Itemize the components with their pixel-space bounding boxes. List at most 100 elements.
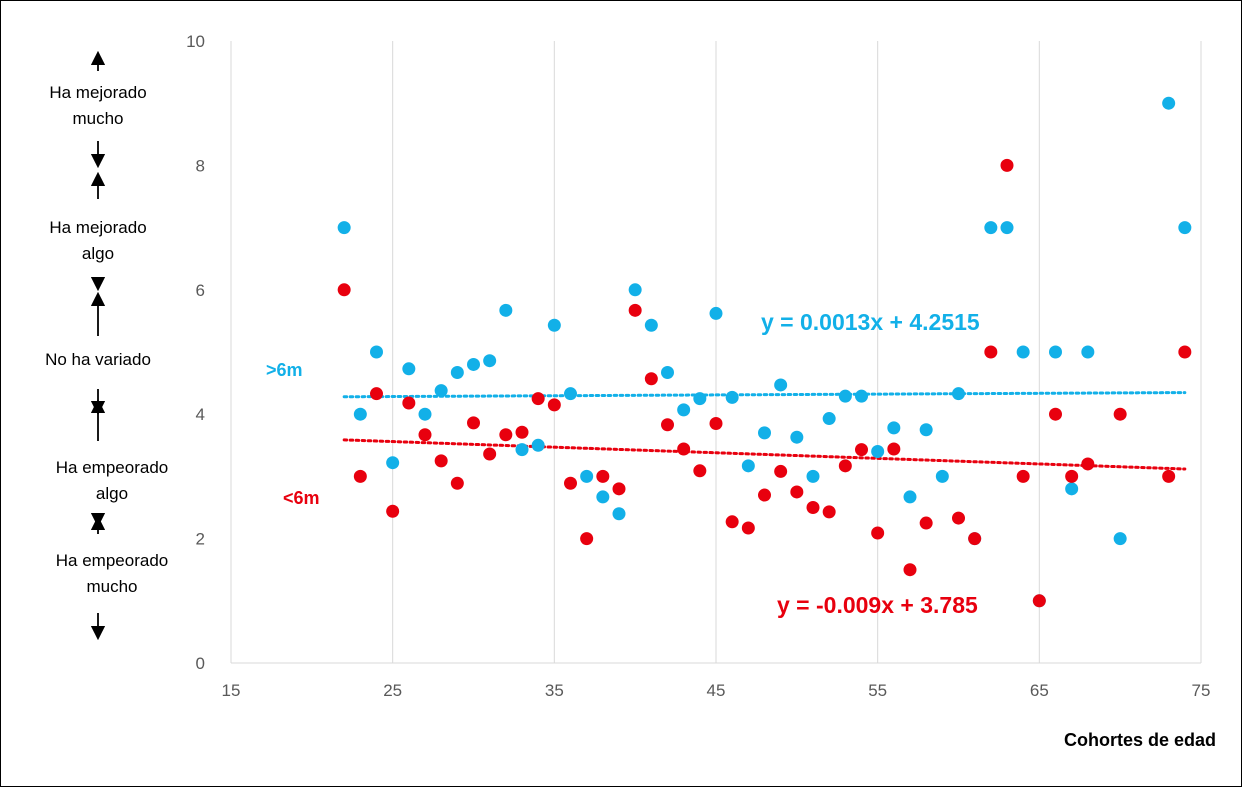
data-point-series-1 [644, 372, 658, 386]
x-tick-label: 65 [1030, 681, 1049, 700]
data-point-series-0 [741, 459, 755, 473]
axes: 15 25 35 45 55 65 75 0 2 4 6 8 10 [186, 32, 1210, 700]
data-point-series-0 [628, 283, 642, 297]
series-label-over-6m: >6m [266, 360, 303, 380]
y-tick-label: 4 [196, 405, 205, 424]
x-tick-label: 25 [383, 681, 402, 700]
data-point-series-1 [499, 428, 513, 442]
y-tick-label: 8 [196, 156, 205, 175]
data-point-series-0 [418, 407, 432, 421]
data-point-series-0 [677, 403, 691, 417]
data-point-series-1 [1049, 407, 1062, 421]
data-point-series-0 [596, 490, 610, 504]
data-point-series-0 [903, 490, 917, 504]
data-point-series-0 [1162, 96, 1176, 110]
category-label-line: mucho [72, 109, 123, 128]
data-point-series-1 [547, 398, 561, 412]
series-label-under-6m: <6m [283, 488, 320, 508]
data-point-series-1 [919, 516, 933, 530]
data-point-series-0 [806, 469, 820, 483]
data-point-series-0 [758, 426, 771, 440]
data-point-series-0 [644, 318, 658, 332]
data-point-series-1 [693, 464, 707, 478]
category-label-line: algo [82, 244, 114, 263]
data-point-series-0 [1081, 345, 1095, 359]
trendline-series-0 [342, 391, 1187, 399]
data-point-series-0 [790, 430, 804, 444]
category-label-line: Ha empeorado [56, 551, 168, 570]
category-label-line: Ha empeorado [56, 458, 168, 477]
data-point-series-1 [612, 482, 626, 496]
data-point-series-1 [887, 442, 901, 456]
data-point-series-1 [741, 521, 755, 535]
data-point-series-1 [515, 425, 529, 439]
data-point-series-1 [353, 469, 367, 483]
data-point-series-1 [1081, 457, 1095, 471]
trendline-series-1 [342, 438, 1187, 471]
data-point-series-0 [499, 303, 513, 317]
data-point-series-0 [1016, 345, 1030, 359]
data-point-series-0 [564, 387, 577, 401]
data-point-series-0 [1065, 482, 1079, 496]
data-point-series-1 [580, 532, 594, 546]
data-point-series-1 [790, 485, 804, 499]
data-point-series-0 [661, 366, 674, 380]
y-tick-label: 10 [186, 32, 205, 51]
data-point-series-1 [725, 515, 739, 529]
data-point-series-0 [725, 390, 739, 404]
data-point-series-1 [838, 459, 852, 473]
data-point-series-0 [402, 362, 416, 376]
data-point-series-1 [984, 345, 998, 359]
data-point-series-0 [774, 378, 788, 392]
data-point-series-1 [1016, 469, 1030, 483]
data-point-series-0 [483, 354, 497, 368]
data-point-series-0 [450, 366, 464, 380]
data-point-series-0 [1178, 221, 1192, 235]
data-point-series-1 [386, 504, 400, 518]
data-point-series-0 [919, 423, 933, 437]
data-point-series-0 [580, 469, 594, 483]
data-point-series-0 [531, 438, 545, 452]
trendline-equation-under-6m: y = -0.009x + 3.785 [777, 592, 978, 618]
data-point-series-1 [531, 392, 545, 406]
data-point-series-0 [1049, 345, 1062, 359]
data-point-series-1 [822, 505, 836, 519]
data-point-series-0 [952, 387, 965, 401]
data-point-series-0 [935, 469, 949, 483]
category-label-line: No ha variado [45, 350, 151, 369]
data-point-series-1 [402, 396, 416, 410]
category-label-line: Ha mejorado [49, 83, 146, 102]
x-tick-label: 55 [868, 681, 887, 700]
x-tick-label: 75 [1192, 681, 1211, 700]
data-point-series-1 [467, 416, 480, 430]
data-point-series-0 [515, 443, 529, 457]
data-point-series-1 [661, 418, 674, 432]
y-tick-label: 2 [196, 530, 205, 549]
data-point-series-1 [628, 303, 642, 317]
data-point-series-0 [709, 306, 723, 320]
data-point-series-1 [450, 476, 464, 490]
data-point-series-1 [483, 447, 497, 461]
data-point-series-1 [709, 417, 723, 431]
data-point-series-0 [467, 357, 480, 371]
gridlines [392, 41, 1202, 663]
data-point-series-1 [337, 283, 351, 297]
data-point-series-1 [596, 469, 610, 483]
data-point-series-1 [871, 526, 885, 540]
data-point-series-1 [434, 454, 448, 468]
data-point-series-0 [1113, 532, 1127, 546]
data-point-series-0 [984, 221, 998, 235]
data-point-series-1 [806, 501, 820, 514]
data-point-series-0 [1000, 221, 1014, 235]
data-point-series-1 [370, 387, 383, 401]
data-point-series-1 [1000, 158, 1014, 172]
x-axis-label: Cohortes de edad [1064, 730, 1216, 750]
data-point-series-1 [1032, 594, 1046, 608]
data-point-series-1 [758, 488, 771, 502]
data-point-series-0 [855, 389, 868, 403]
data-point-series-1 [1162, 469, 1176, 483]
data-point-series-0 [612, 507, 626, 521]
data-point-series-0 [887, 421, 901, 435]
x-tick-label: 35 [545, 681, 564, 700]
